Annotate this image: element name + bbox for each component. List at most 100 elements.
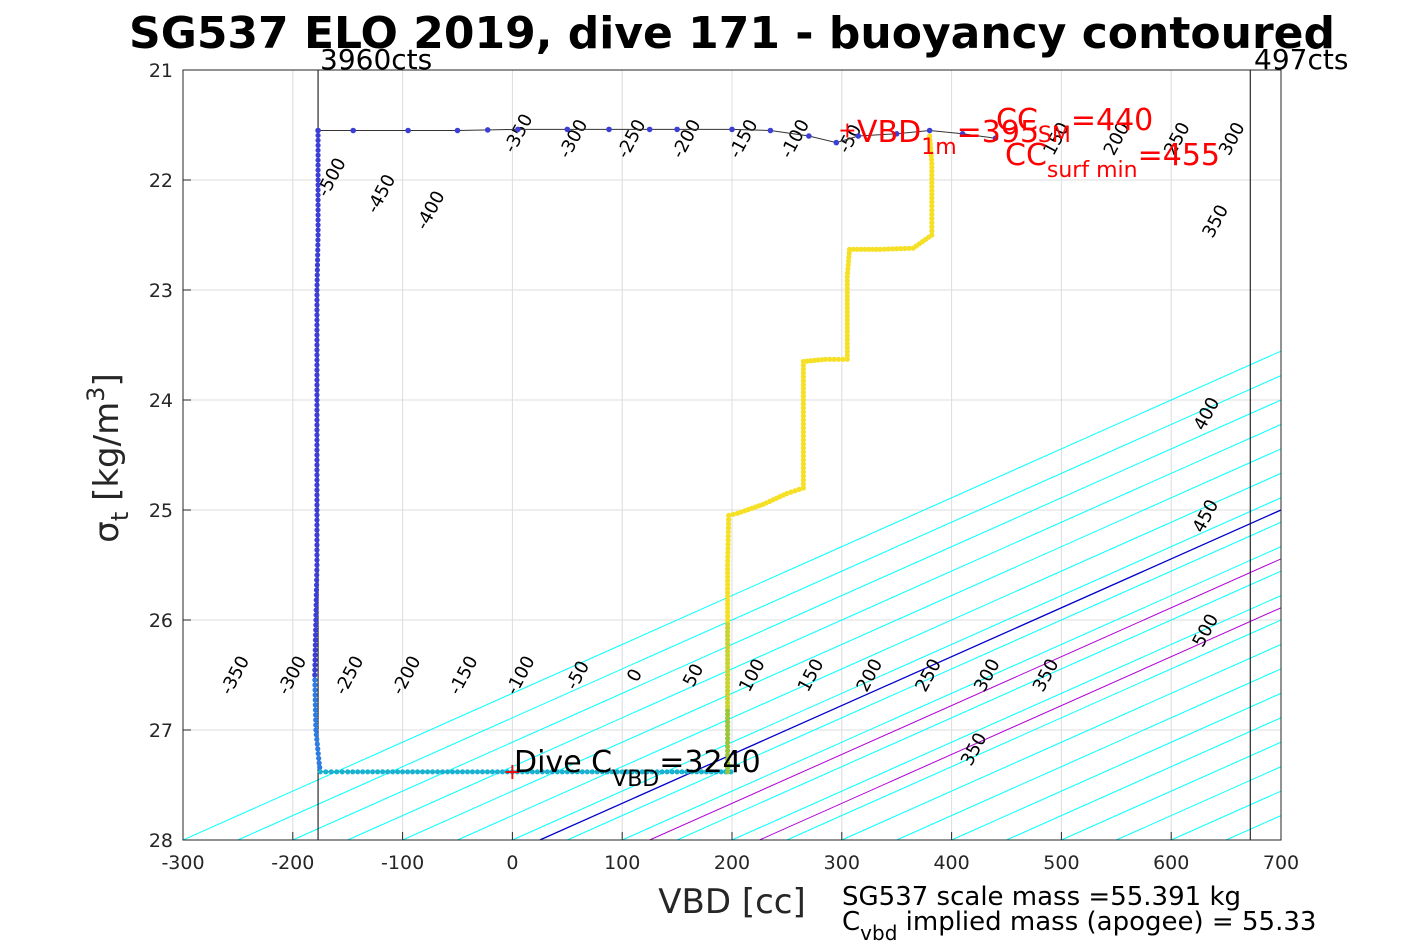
climb-point — [725, 707, 731, 713]
dive-point — [312, 657, 318, 663]
climb-point — [835, 356, 842, 362]
climb-point — [927, 137, 933, 143]
surface-point — [564, 126, 571, 133]
climb-point — [725, 699, 731, 706]
contour-label: 300 — [1215, 119, 1250, 159]
climb-point — [929, 220, 935, 226]
dive-point — [434, 769, 441, 775]
climb-point — [725, 617, 731, 623]
dive-point — [313, 587, 320, 593]
climb-point — [800, 382, 806, 388]
climb-point — [844, 321, 850, 327]
climb-point — [844, 325, 850, 331]
climb-point — [800, 401, 806, 407]
dive-point — [314, 442, 320, 448]
climb-point — [902, 245, 908, 252]
dive-point — [315, 192, 321, 198]
climb-point — [725, 525, 732, 531]
dive-point — [315, 167, 321, 173]
climb-point — [844, 285, 850, 292]
climb-point — [725, 621, 731, 627]
dive-point — [314, 497, 320, 503]
climb-point — [725, 769, 731, 775]
contour-line — [786, 619, 1281, 840]
contour-label: -350 — [500, 110, 538, 156]
climb-point — [929, 232, 935, 238]
x-tick-label: -300 — [161, 852, 204, 874]
grid-lines — [183, 70, 1281, 840]
dive-point — [314, 457, 320, 463]
climb-point — [800, 374, 806, 380]
climb-point — [927, 145, 934, 151]
climb-point — [844, 340, 850, 347]
contour-line — [183, 350, 1281, 840]
dive-point — [355, 769, 361, 775]
climb-point — [800, 465, 806, 471]
climb-point — [725, 719, 731, 725]
climb-point — [929, 160, 935, 167]
dive-point — [313, 607, 319, 613]
dive-point — [315, 212, 321, 218]
surface-point — [893, 131, 900, 137]
dive-point — [464, 769, 471, 775]
climb-point — [844, 309, 850, 315]
climb-point — [725, 570, 731, 576]
dive-point — [315, 232, 321, 238]
climb-point — [822, 356, 828, 362]
climb-point — [844, 278, 850, 284]
dive-point — [315, 207, 321, 213]
dive-point — [314, 736, 320, 743]
climb-point — [929, 168, 935, 174]
contour-line — [292, 399, 1281, 840]
climb-point — [725, 529, 731, 535]
right-counts-label: 497cts — [1254, 43, 1348, 76]
contour-line — [676, 570, 1281, 840]
contour-line — [1061, 741, 1281, 840]
climb-point — [846, 250, 852, 256]
dive-point — [489, 769, 496, 775]
contour-line — [841, 643, 1281, 840]
climb-point — [800, 362, 806, 368]
contour-label: -50 — [562, 658, 594, 694]
x-tick-label: 100 — [604, 852, 640, 874]
dive-point — [312, 637, 319, 643]
climb-point — [725, 644, 731, 651]
surface-point — [926, 127, 933, 134]
climb-point — [844, 282, 850, 288]
climb-point — [725, 739, 731, 746]
climb-point — [725, 629, 731, 635]
climb-point — [725, 545, 731, 552]
dive-point — [609, 769, 615, 775]
climb-point — [844, 348, 850, 355]
climb-point — [800, 378, 806, 384]
climb-point — [725, 668, 731, 674]
dive-point — [312, 687, 318, 693]
contour-label: -350 — [216, 652, 254, 698]
climb-point — [800, 385, 806, 392]
climb-point — [800, 485, 806, 491]
climb-point — [725, 652, 731, 658]
climb-point — [800, 409, 806, 415]
dive-point — [315, 152, 321, 158]
dive-point — [599, 769, 605, 775]
contour-label: -200 — [388, 652, 426, 698]
contour-line — [1170, 790, 1281, 840]
contour-line — [731, 595, 1281, 840]
climb-point — [889, 246, 896, 252]
dive-point — [370, 769, 376, 775]
dive-point — [529, 769, 535, 775]
dive-point — [439, 769, 446, 775]
climb-point — [800, 429, 806, 435]
climb-point — [725, 601, 731, 607]
climb-point — [800, 473, 806, 479]
climb-point — [929, 176, 935, 182]
climb-point — [844, 274, 850, 280]
dive-point — [315, 137, 321, 143]
contour-line — [896, 668, 1281, 840]
climb-point — [725, 597, 731, 603]
climb-point — [725, 660, 731, 666]
y-tick-label: 27 — [149, 720, 173, 742]
dive-point — [314, 572, 320, 578]
dive-point — [459, 769, 466, 775]
climb-point — [831, 356, 837, 362]
